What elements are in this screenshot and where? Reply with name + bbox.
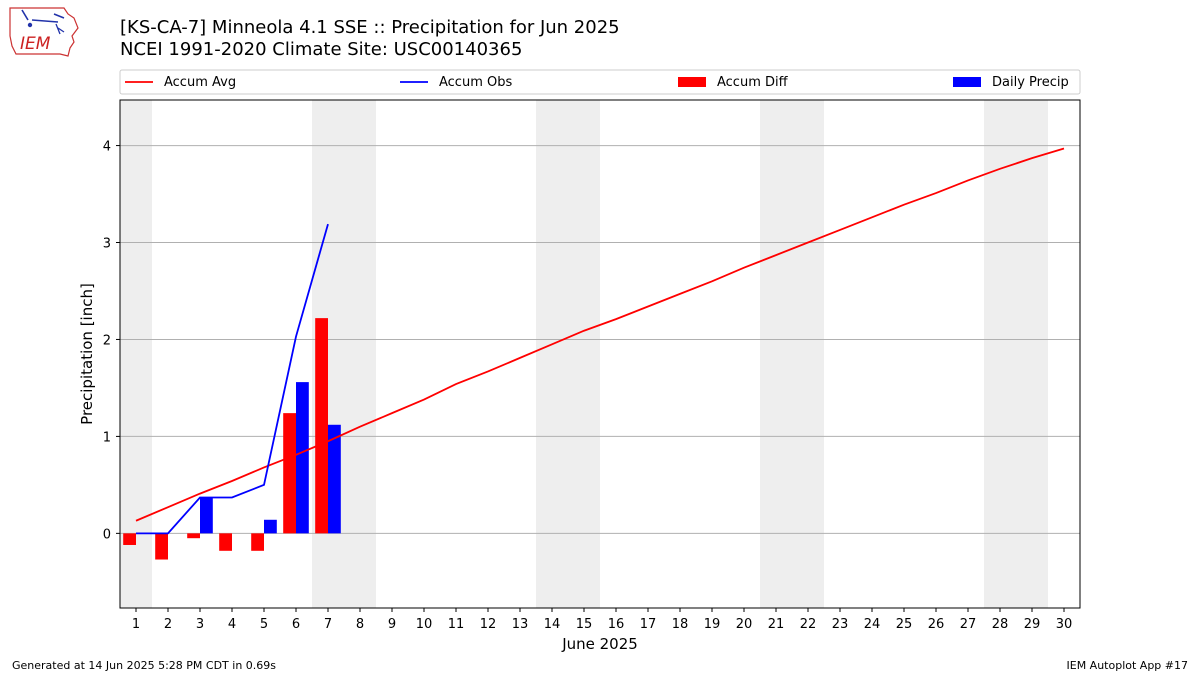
line-accum-avg: [135, 147, 1065, 522]
bar-daily-precip-day-7: [328, 424, 341, 534]
bar-accum-diff-day-6: [283, 413, 296, 534]
xtick-label-29: 29: [1024, 617, 1041, 632]
legend-label-daily-precip: Daily Precip: [992, 75, 1069, 90]
footer-app: IEM Autoplot App #17: [1066, 659, 1189, 672]
xtick-label-30: 30: [1056, 617, 1073, 632]
legend-box: [119, 69, 1081, 95]
bar-daily-precip-day-3: [200, 497, 213, 534]
bar-daily-precip-day-6: [296, 382, 309, 534]
logo-text: IEM: [20, 34, 51, 54]
xtick-label-5: 5: [260, 617, 268, 632]
iowa-map-logo-icon: IEM: [9, 7, 79, 57]
bar-accum-diff-day-4: [219, 533, 232, 551]
ytick-label-3: 3: [103, 237, 111, 252]
xtick-label-1: 1: [132, 617, 140, 632]
legend-label-accum-diff: Accum Diff: [717, 75, 789, 90]
xtick-label-10: 10: [416, 617, 433, 632]
x-axis-label: June 2025: [561, 635, 638, 653]
xtick-label-20: 20: [736, 617, 753, 632]
weekend-shade-0: [120, 100, 152, 608]
xtick-label-4: 4: [228, 617, 236, 632]
xtick-label-2: 2: [164, 617, 172, 632]
xtick-label-28: 28: [992, 617, 1009, 632]
plot-frame: [119, 99, 1081, 609]
xtick-label-13: 13: [512, 617, 529, 632]
xtick-label-27: 27: [960, 617, 977, 632]
bar-accum-diff-day-7: [315, 318, 328, 534]
legend-label-accum-avg: Accum Avg: [164, 75, 236, 90]
xtick-label-7: 7: [324, 617, 332, 632]
iem-logo: IEM: [8, 6, 80, 58]
ytick-label-4: 4: [103, 140, 111, 155]
bar-accum-diff-day-3: [187, 533, 200, 539]
xtick-label-22: 22: [800, 617, 817, 632]
bar-accum-diff-day-1: [123, 533, 136, 545]
xtick-label-12: 12: [480, 617, 497, 632]
footer-generated: Generated at 14 Jun 2025 5:28 PM CDT in …: [12, 659, 277, 672]
chart-subtitle: NCEI 1991-2020 Climate Site: USC00140365: [120, 39, 523, 60]
line-accum-obs: [136, 223, 329, 535]
xtick-label-23: 23: [832, 617, 849, 632]
xtick-label-26: 26: [928, 617, 945, 632]
ytick-label-0: 0: [103, 527, 111, 542]
xtick-label-3: 3: [196, 617, 204, 632]
y-axis-label: Precipitation [inch]: [78, 283, 96, 425]
xtick-label-16: 16: [608, 617, 625, 632]
bar-daily-precip-day-5: [264, 519, 277, 534]
xtick-label-21: 21: [768, 617, 785, 632]
bar-accum-diff-day-5: [251, 533, 264, 551]
xtick-label-19: 19: [704, 617, 721, 632]
xtick-label-9: 9: [388, 617, 396, 632]
bar-accum-diff-day-2: [155, 533, 168, 560]
xtick-label-18: 18: [672, 617, 689, 632]
weekend-shade-3: [760, 100, 824, 608]
xtick-label-24: 24: [864, 617, 881, 632]
legend-swatch-accum-diff: [678, 77, 706, 87]
legend: Accum Avg Accum Obs Accum Diff Daily Precip: [119, 69, 1081, 95]
xtick-label-17: 17: [640, 617, 657, 632]
xtick-label-6: 6: [292, 617, 300, 632]
xtick-label-25: 25: [896, 617, 913, 632]
chart-title: [KS-CA-7] Minneola 4.1 SSE :: Precipitat…: [120, 17, 620, 38]
weekend-shade-2: [536, 100, 600, 608]
legend-label-accum-obs: Accum Obs: [439, 75, 512, 90]
xtick-label-11: 11: [448, 617, 465, 632]
ytick-label-2: 2: [103, 333, 111, 348]
xtick-label-14: 14: [544, 617, 561, 632]
xtick-label-8: 8: [356, 617, 364, 632]
weekend-shade-4: [984, 100, 1048, 608]
ytick-label-1: 1: [103, 430, 111, 445]
legend-swatch-daily-precip: [953, 77, 981, 87]
xtick-label-15: 15: [576, 617, 593, 632]
